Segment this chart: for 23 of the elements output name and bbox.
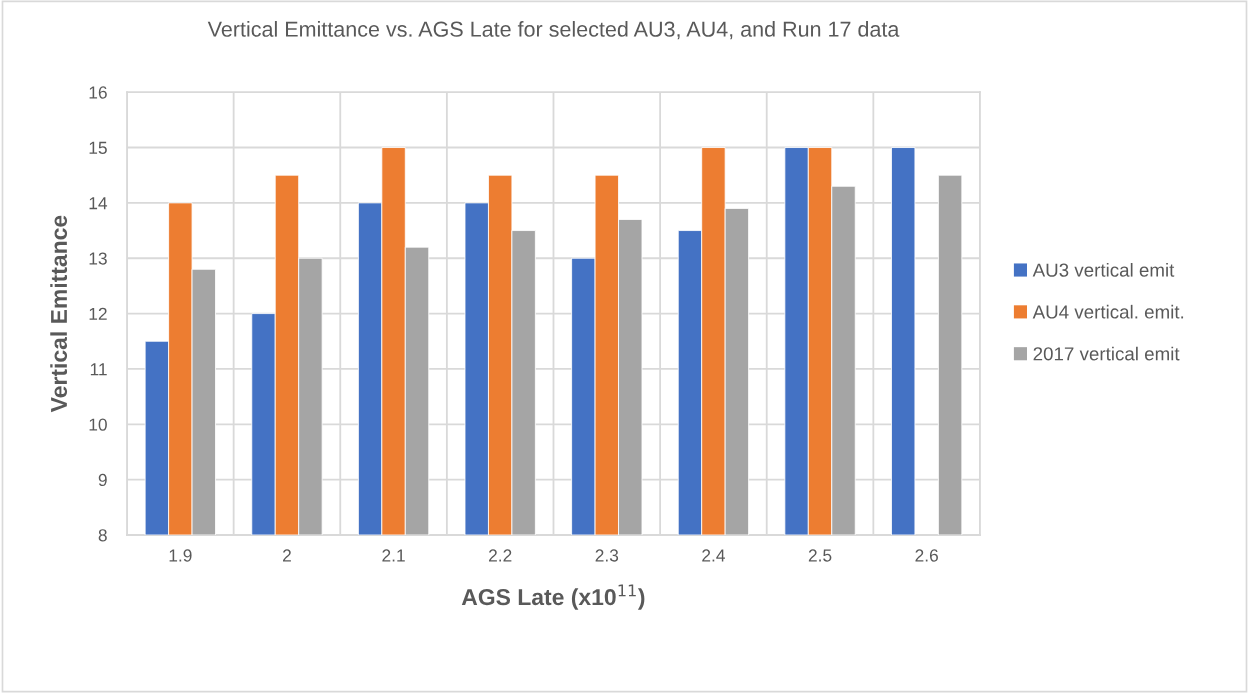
y-tick-label: 12 — [89, 307, 107, 320]
x-tick-label: 2.2 — [488, 549, 512, 562]
y-tick-label: 11 — [90, 363, 107, 376]
y-tick-label: 8 — [98, 529, 107, 542]
x-tick-label: 2.4 — [702, 549, 725, 562]
x-axis-title: AGS Late (x10$^{11}$) — [461, 584, 645, 610]
legend-label: 2017 vertical emit — [1033, 346, 1180, 361]
x-tick-label: 2 — [283, 549, 291, 562]
y-axis-title: Vertical Emittance — [50, 215, 68, 413]
y-tick-label: 10 — [89, 418, 107, 431]
y-tick-label: 9 — [98, 473, 107, 487]
legend-label: AU3 vertical emit — [1032, 262, 1175, 277]
chart-title: Vertical Emittance vs. AGS Late for selected AU3, AU4, and Run 17 data — [207, 21, 900, 40]
x-tick-label: 2.3 — [595, 549, 619, 562]
y-tick-label: 14 — [89, 197, 108, 210]
y-tick-label: 15 — [89, 141, 107, 154]
x-tick-label: 1.9 — [169, 549, 192, 562]
x-tick-label: 2.6 — [915, 549, 938, 562]
x-tick-label: 2.1 — [382, 549, 405, 562]
x-tick-label: 2.5 — [808, 549, 832, 562]
y-tick-label: 13 — [89, 252, 107, 265]
y-tick-label: 16 — [89, 86, 107, 99]
legend-label: AU4 vertical. emit. — [1032, 304, 1184, 319]
